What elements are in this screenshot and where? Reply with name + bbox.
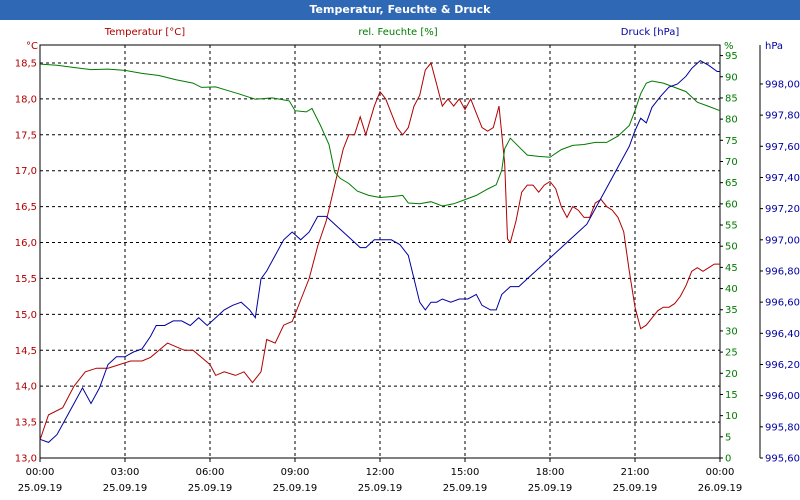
humidity-tick: 85 — [725, 93, 738, 104]
temperature-tick: 17,0 — [15, 166, 37, 177]
x-tick-time: 12:00 — [366, 467, 395, 478]
temperature-tick: 14,0 — [15, 382, 37, 393]
humidity-tick: 25 — [725, 348, 738, 359]
humidity-tick: 70 — [725, 157, 738, 168]
pressure-tick: 996,20 — [765, 360, 800, 371]
temperature-axis-label: Temperatur [°C] — [104, 27, 185, 38]
pressure-tick: 998,00 — [765, 79, 800, 90]
humidity-tick: 55 — [725, 221, 738, 232]
x-tick-date: 25.09.19 — [613, 483, 658, 494]
pressure-tick: 997,60 — [765, 142, 800, 153]
humidity-tick: 65 — [725, 178, 738, 189]
humidity-tick: 20 — [725, 369, 738, 380]
temperature-unit: °C — [26, 41, 38, 52]
plot-frame — [39, 44, 763, 462]
pressure-tick: 997,40 — [765, 173, 800, 184]
temperature-tick: 15,0 — [15, 310, 37, 321]
tick-labels: 00:00 25.09.19 03:00 25.09.19 06:00 25.09.19 0… — [15, 51, 800, 494]
humidity-series-line — [39, 63, 721, 207]
temperature-tick: 16,0 — [15, 238, 37, 249]
x-tick-time: 21:00 — [621, 467, 650, 478]
grid-lines — [40, 45, 720, 458]
temperature-tick: 18,5 — [15, 58, 37, 69]
pressure-tick: 996,60 — [765, 298, 800, 309]
pressure-tick: 997,00 — [765, 235, 800, 246]
x-tick-date: 25.09.19 — [188, 483, 233, 494]
temperature-tick: 15,5 — [15, 274, 37, 285]
pressure-series-line — [39, 59, 720, 443]
humidity-tick: 75 — [725, 136, 738, 147]
x-tick-date: 25.09.19 — [18, 483, 63, 494]
pressure-tick: 995,80 — [765, 422, 800, 433]
temperature-tick: 18,0 — [15, 94, 37, 105]
pressure-axis-label: Druck [hPa] — [621, 27, 680, 38]
pressure-tick: 997,80 — [765, 111, 800, 122]
pressure-tick: 997,20 — [765, 204, 800, 215]
humidity-axis-label: rel. Feuchte [%] — [358, 27, 437, 38]
pressure-tick: 996,80 — [765, 266, 800, 277]
humidity-tick: 40 — [725, 284, 738, 295]
pressure-tick: 995,60 — [765, 454, 800, 465]
temperature-series-line — [39, 61, 720, 441]
x-tick-date: 25.09.19 — [103, 483, 148, 494]
series-lines — [39, 59, 721, 443]
humidity-tick: 80 — [725, 115, 738, 126]
x-tick-time: 00:00 — [26, 467, 55, 478]
temperature-tick: 14,5 — [15, 346, 37, 357]
temperature-tick: 13,0 — [15, 454, 37, 465]
humidity-tick: 10 — [725, 411, 738, 422]
pressure-tick: 996,40 — [765, 329, 800, 340]
x-tick-date: 25.09.19 — [273, 483, 318, 494]
humidity-tick: 95 — [725, 51, 738, 62]
x-tick-time: 06:00 — [196, 467, 225, 478]
humidity-tick: 50 — [725, 242, 738, 253]
humidity-tick: 30 — [725, 326, 738, 337]
temperature-tick: 17,5 — [15, 130, 37, 141]
climate-chart: 00:00 25.09.19 03:00 25.09.19 06:00 25.09.19 0… — [15, 27, 800, 494]
x-tick-date: 26.09.19 — [698, 483, 743, 494]
pressure-tick: 996,00 — [765, 391, 800, 402]
humidity-tick: 5 — [725, 432, 731, 443]
x-tick-time: 15:00 — [451, 467, 480, 478]
humidity-unit: % — [724, 41, 734, 52]
humidity-tick: 60 — [725, 199, 738, 210]
humidity-tick: 45 — [725, 263, 738, 274]
x-tick-time: 18:00 — [536, 467, 565, 478]
humidity-tick: 35 — [725, 305, 738, 316]
humidity-tick: 0 — [725, 454, 731, 465]
x-tick-time: 00:00 — [706, 467, 735, 478]
x-tick-date: 25.09.19 — [528, 483, 573, 494]
pressure-unit: hPa — [765, 41, 783, 52]
x-tick-date: 25.09.19 — [358, 483, 403, 494]
x-tick-time: 09:00 — [281, 467, 310, 478]
humidity-tick: 90 — [725, 72, 738, 83]
x-tick-date: 25.09.19 — [443, 483, 488, 494]
chart-title: Temperatur, Feuchte & Druck — [0, 0, 800, 20]
temperature-tick: 13,5 — [15, 418, 37, 429]
humidity-tick: 15 — [725, 390, 738, 401]
x-tick-time: 03:00 — [111, 467, 140, 478]
temperature-tick: 16,5 — [15, 202, 37, 213]
